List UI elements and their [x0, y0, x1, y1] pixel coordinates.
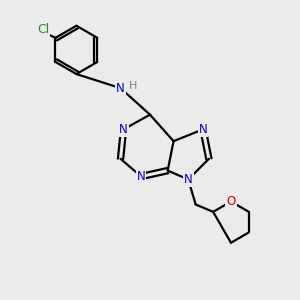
Text: N: N	[116, 82, 125, 95]
Text: O: O	[226, 195, 236, 208]
Text: N: N	[137, 170, 146, 183]
Text: N: N	[184, 173, 193, 186]
Text: N: N	[119, 123, 128, 136]
Text: N: N	[199, 123, 207, 136]
Text: H: H	[129, 81, 137, 91]
Text: Cl: Cl	[37, 23, 49, 36]
